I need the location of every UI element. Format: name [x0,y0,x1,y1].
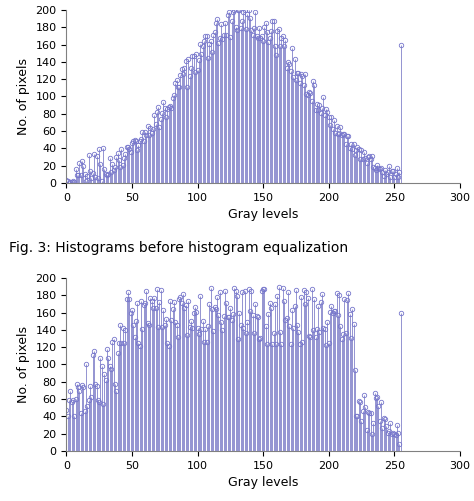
Y-axis label: No. of pixels: No. of pixels [17,326,30,403]
Y-axis label: No. of pixels: No. of pixels [17,58,30,135]
X-axis label: Gray levels: Gray levels [228,208,298,221]
X-axis label: Gray levels: Gray levels [228,476,298,489]
Text: Fig. 3: Histograms before histogram equalization: Fig. 3: Histograms before histogram equa… [9,241,348,255]
